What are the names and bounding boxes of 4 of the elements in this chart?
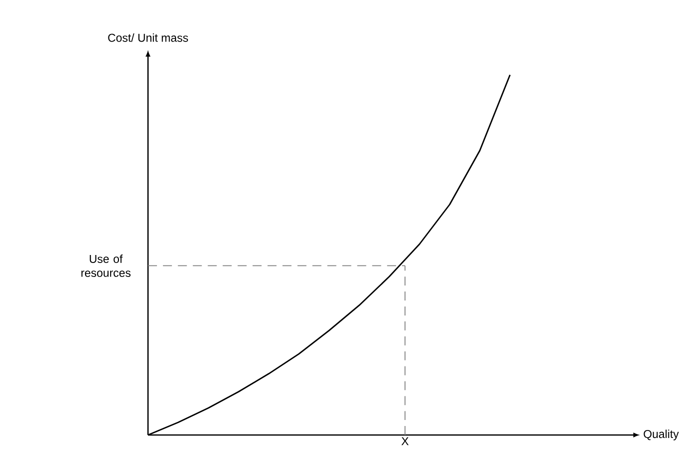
ref-line-label: Use of resources [81,254,131,277]
text: X [401,437,409,446]
text: Quality [644,430,679,440]
y-axis-title: Cost/ Unit mass [108,33,188,42]
